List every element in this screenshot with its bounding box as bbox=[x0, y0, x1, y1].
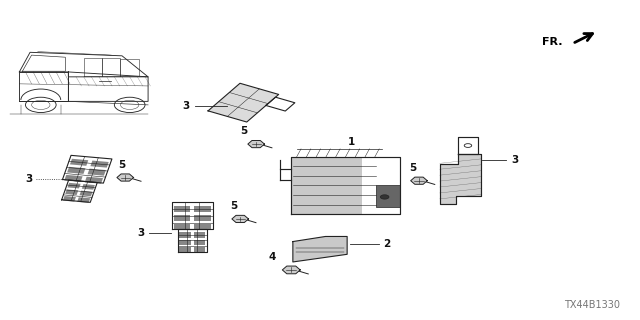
Polygon shape bbox=[194, 232, 205, 237]
Polygon shape bbox=[64, 175, 83, 182]
Polygon shape bbox=[88, 169, 106, 176]
Polygon shape bbox=[440, 155, 481, 204]
Text: 4: 4 bbox=[268, 252, 276, 262]
Polygon shape bbox=[411, 177, 428, 184]
Polygon shape bbox=[173, 215, 190, 221]
Polygon shape bbox=[117, 174, 134, 181]
Polygon shape bbox=[195, 206, 211, 212]
Polygon shape bbox=[67, 167, 86, 174]
Text: 5: 5 bbox=[240, 126, 247, 136]
Polygon shape bbox=[179, 232, 191, 237]
Polygon shape bbox=[79, 191, 93, 196]
Polygon shape bbox=[65, 189, 78, 195]
Text: 3: 3 bbox=[182, 101, 189, 111]
Text: 3: 3 bbox=[26, 174, 33, 184]
Text: 3: 3 bbox=[138, 228, 145, 238]
Polygon shape bbox=[248, 140, 264, 148]
Text: 2: 2 bbox=[383, 239, 390, 249]
Polygon shape bbox=[195, 215, 211, 221]
Polygon shape bbox=[67, 183, 81, 188]
Polygon shape bbox=[208, 83, 278, 122]
Text: 3: 3 bbox=[511, 155, 518, 165]
Polygon shape bbox=[90, 161, 109, 168]
Polygon shape bbox=[179, 247, 191, 252]
Text: 5: 5 bbox=[230, 201, 237, 211]
Polygon shape bbox=[179, 240, 191, 245]
Text: TX44B1330: TX44B1330 bbox=[564, 300, 620, 310]
Text: 1: 1 bbox=[348, 138, 356, 148]
Bar bbox=[376, 186, 400, 207]
Polygon shape bbox=[173, 224, 190, 230]
Polygon shape bbox=[282, 266, 300, 274]
Polygon shape bbox=[82, 184, 95, 190]
Text: 5: 5 bbox=[409, 163, 416, 173]
Polygon shape bbox=[194, 240, 205, 245]
Polygon shape bbox=[232, 215, 248, 222]
Polygon shape bbox=[195, 224, 211, 230]
Polygon shape bbox=[77, 197, 90, 203]
Bar bbox=[291, 157, 362, 214]
Circle shape bbox=[380, 195, 389, 199]
Polygon shape bbox=[63, 196, 76, 202]
Polygon shape bbox=[173, 206, 190, 212]
Text: 5: 5 bbox=[118, 160, 125, 170]
Text: FR.: FR. bbox=[542, 37, 563, 47]
Polygon shape bbox=[194, 247, 205, 252]
Polygon shape bbox=[84, 177, 103, 184]
Polygon shape bbox=[70, 159, 88, 166]
Polygon shape bbox=[293, 236, 347, 262]
